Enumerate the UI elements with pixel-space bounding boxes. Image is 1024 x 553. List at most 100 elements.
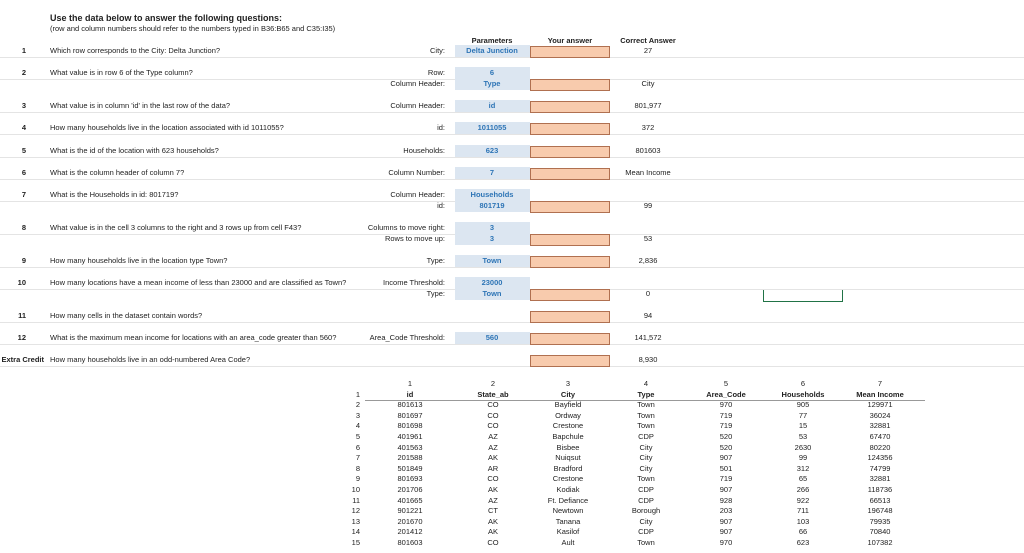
answer-box[interactable] bbox=[530, 201, 610, 213]
answer-box[interactable] bbox=[530, 289, 610, 301]
row-number: 8 bbox=[355, 463, 360, 473]
row-number: 10 bbox=[351, 485, 360, 494]
correct-answer: 8,930 bbox=[638, 355, 658, 364]
row-number: 3 bbox=[355, 410, 360, 420]
answer-box[interactable] bbox=[530, 355, 610, 367]
row-number: 13 bbox=[351, 516, 360, 526]
row-number: 8 bbox=[21, 223, 26, 232]
table-cell: Town bbox=[637, 538, 655, 547]
answer-box[interactable] bbox=[530, 146, 610, 158]
table-header: Area_Code bbox=[706, 389, 746, 399]
row-number: 11 bbox=[352, 495, 360, 505]
table-cell: 53 bbox=[798, 432, 808, 441]
table-cell: 201588 bbox=[397, 453, 423, 463]
table-cell: 801698 bbox=[397, 421, 423, 431]
param-value: Delta Junction bbox=[466, 46, 518, 55]
table-cell: AK bbox=[487, 527, 499, 537]
answer-box[interactable] bbox=[530, 123, 610, 135]
selected-cell[interactable] bbox=[763, 289, 843, 302]
table-cell: 107382 bbox=[867, 538, 893, 547]
param-value: 23000 bbox=[481, 278, 503, 287]
row-number: 1 bbox=[355, 389, 360, 399]
table-cell: 401961 bbox=[397, 432, 423, 441]
table-cell: 401563 bbox=[397, 442, 423, 452]
col-number: 7 bbox=[877, 379, 883, 388]
param-value: id bbox=[488, 101, 496, 110]
param-label: Column Header: bbox=[390, 79, 445, 88]
question: What is the column header of column 7? bbox=[50, 168, 185, 177]
table-cell: 2630 bbox=[794, 442, 812, 452]
table-cell: 970 bbox=[719, 400, 733, 410]
col-number: 1 bbox=[407, 379, 413, 388]
param-value: 1011055 bbox=[477, 123, 507, 132]
column-header: Parameters bbox=[471, 36, 513, 45]
param-value: 560 bbox=[485, 333, 499, 342]
table-cell: 118736 bbox=[867, 485, 893, 494]
param-cell bbox=[455, 45, 530, 57]
table-cell: Tanana bbox=[555, 516, 581, 526]
correct-answer: 372 bbox=[641, 123, 655, 132]
param-label: Column Header: bbox=[390, 190, 445, 199]
table-cell: Kodiak bbox=[556, 485, 580, 494]
table-cell: Crestone bbox=[552, 474, 584, 484]
row-number: 5 bbox=[21, 146, 26, 155]
table-cell: 65 bbox=[798, 474, 808, 484]
table-cell: 907 bbox=[719, 485, 733, 494]
answer-box[interactable] bbox=[530, 46, 610, 58]
row-line bbox=[0, 179, 1024, 180]
answer-box[interactable] bbox=[530, 256, 610, 268]
param-label: Column Number: bbox=[388, 168, 445, 177]
param-value: Town bbox=[482, 289, 502, 298]
col-number: 3 bbox=[565, 379, 571, 388]
answer-box[interactable] bbox=[530, 101, 610, 113]
answer-box[interactable] bbox=[530, 333, 610, 345]
table-cell: 66 bbox=[798, 527, 808, 537]
param-value: Town bbox=[482, 256, 502, 265]
param-cell bbox=[455, 277, 530, 300]
correct-answer: 2,836 bbox=[638, 256, 658, 265]
param-label: Type: bbox=[426, 289, 445, 298]
table-cell: 801697 bbox=[397, 410, 423, 420]
question: How many cells in the dataset contain wo… bbox=[50, 311, 203, 320]
answer-box[interactable] bbox=[530, 234, 610, 246]
table-cell: 711 bbox=[797, 506, 809, 516]
param-value: 3 bbox=[489, 234, 495, 243]
table-cell: 15 bbox=[798, 421, 808, 431]
row-number: 5 bbox=[355, 432, 360, 441]
param-value: 801719 bbox=[479, 201, 505, 210]
param-cell bbox=[455, 167, 530, 179]
question: What is the id of the location with 623 … bbox=[50, 146, 219, 155]
answer-box[interactable] bbox=[530, 311, 610, 323]
row-number: 1 bbox=[21, 46, 26, 55]
table-cell: 67470 bbox=[869, 432, 891, 441]
correct-answer: Mean Income bbox=[625, 168, 671, 177]
answer-box[interactable] bbox=[530, 79, 610, 91]
correct-answer: 141,572 bbox=[634, 333, 662, 342]
table-cell: Ft. Defiance bbox=[547, 495, 589, 505]
table-cell: 907 bbox=[719, 453, 733, 463]
table-cell: 801603 bbox=[397, 538, 423, 547]
row-number: 9 bbox=[355, 474, 360, 484]
table-header: City bbox=[560, 389, 576, 399]
table-cell: Newtown bbox=[552, 506, 584, 516]
question: What value is in row 6 of the Type colum… bbox=[50, 68, 193, 77]
question: How many households live in an odd-numbe… bbox=[50, 355, 251, 364]
table-cell: 32881 bbox=[869, 474, 891, 484]
table-cell: 901221 bbox=[397, 506, 423, 516]
table-cell: Crestone bbox=[552, 421, 584, 431]
answer-box[interactable] bbox=[530, 168, 610, 180]
table-cell: 928 bbox=[719, 495, 733, 505]
question: What is the maximum mean income for loca… bbox=[50, 333, 337, 342]
table-cell: 501 bbox=[719, 463, 733, 473]
table-cell: 201412 bbox=[397, 527, 423, 537]
table-cell: 70840 bbox=[869, 527, 891, 537]
table-cell: 66513 bbox=[869, 495, 891, 505]
table-cell: 77 bbox=[798, 410, 808, 420]
table-cell: CDP bbox=[638, 495, 654, 505]
param-cell bbox=[455, 332, 530, 344]
param-label: id: bbox=[437, 123, 445, 132]
table-cell: Town bbox=[637, 474, 655, 484]
row-line bbox=[0, 267, 1024, 268]
table-cell: Ordway bbox=[555, 410, 581, 420]
param-label: Type: bbox=[426, 256, 445, 265]
